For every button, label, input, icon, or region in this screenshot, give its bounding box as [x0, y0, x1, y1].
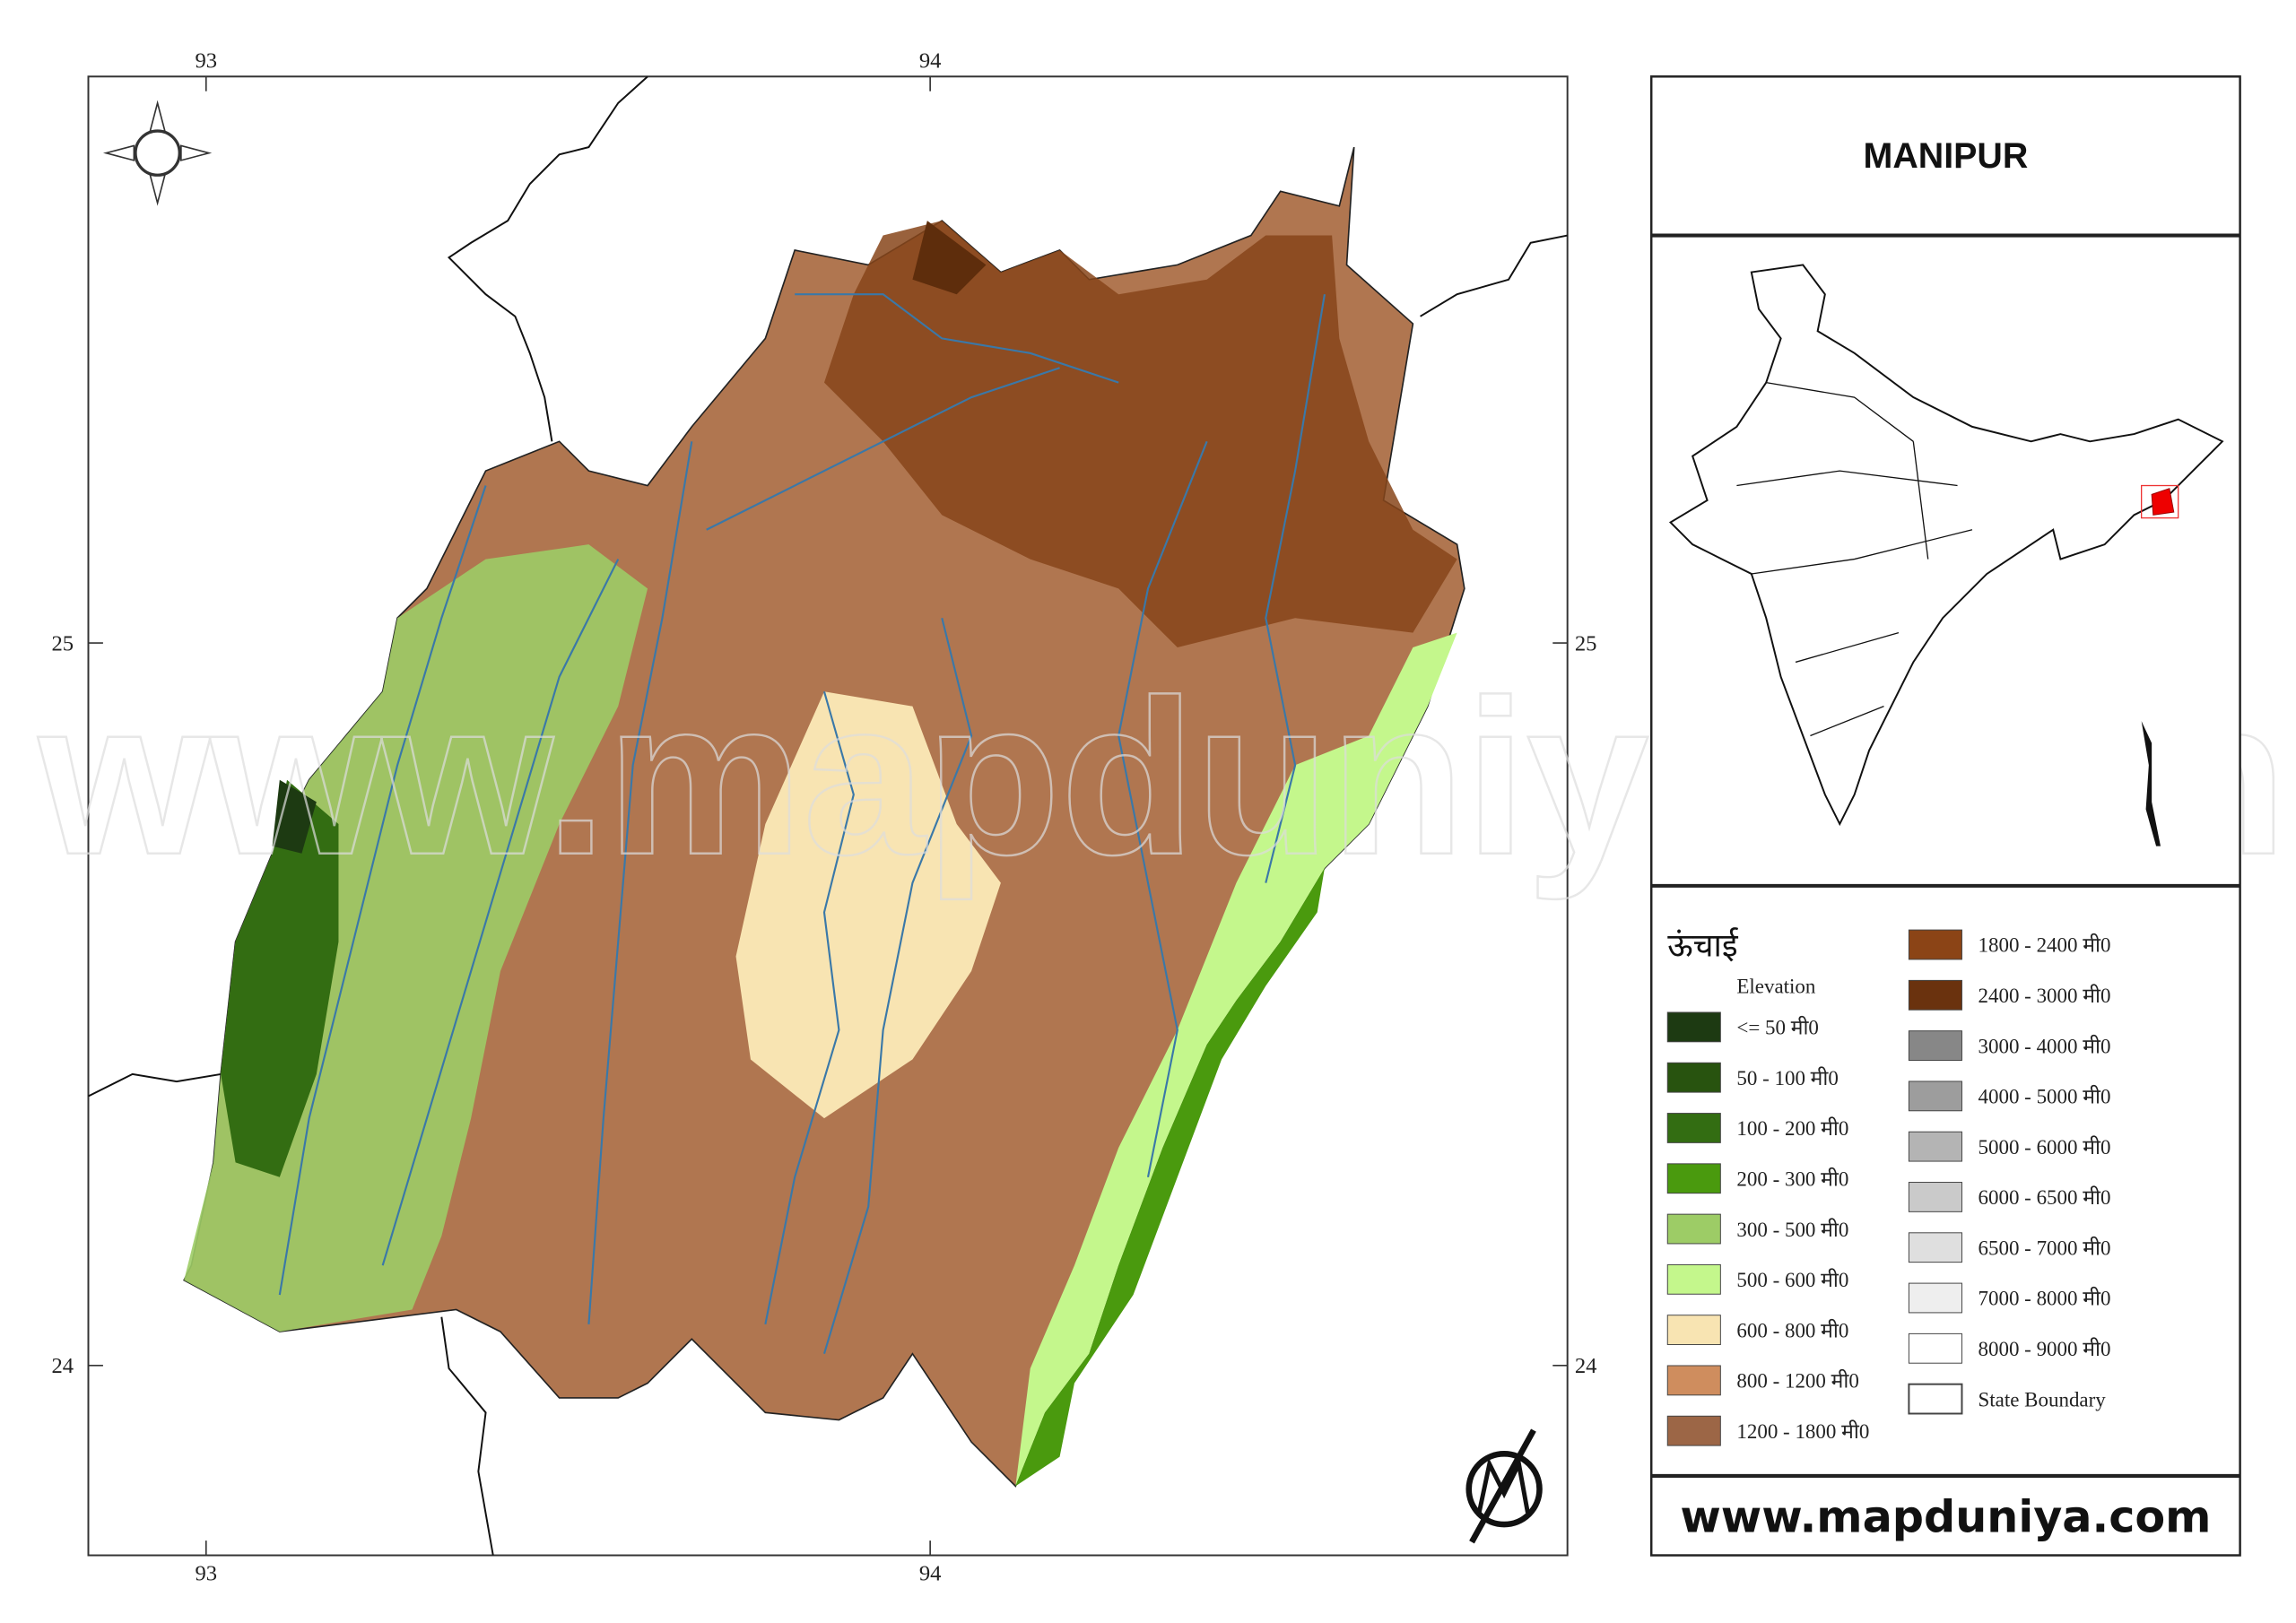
panel-dividers — [1651, 233, 2240, 1478]
lat-label: 24 — [51, 1354, 74, 1378]
legend-label: 1800 - 2400 मी0 — [1979, 933, 2111, 957]
legend-swatch — [1908, 929, 1962, 960]
legend-swatch — [1666, 1113, 1721, 1143]
legend-label: 1200 - 1800 मी0 — [1736, 1419, 1869, 1443]
legend-swatch — [1908, 1081, 1962, 1112]
website: www.mapduniya.com — [1680, 1490, 2211, 1542]
lon-label: 93 — [195, 48, 217, 73]
legend-swatch — [1908, 1182, 1962, 1212]
legend-label: 2400 - 3000 मी0 — [1979, 984, 2111, 1007]
lon-label: 93 — [195, 1561, 217, 1585]
legend-swatch — [1908, 1332, 1962, 1364]
legend-label: 3000 - 4000 मी0 — [1979, 1034, 2111, 1057]
legend-label: 100 - 200 मी0 — [1736, 1116, 1848, 1140]
legend-swatch — [1666, 1011, 1721, 1043]
legend-swatch — [1908, 1030, 1962, 1061]
legend-heading: ऊंचाई — [1667, 927, 1739, 964]
legend-swatch — [1666, 1315, 1721, 1346]
lat-label: 25 — [51, 631, 74, 655]
legend-label: 6500 - 7000 मी0 — [1979, 1236, 2111, 1259]
legend-label: 6000 - 6500 मी0 — [1979, 1185, 2111, 1209]
lat-label: 24 — [1575, 1354, 1597, 1378]
legend-swatch — [1908, 1232, 1962, 1263]
legend-label: 200 - 300 मी0 — [1736, 1167, 1848, 1190]
map-title: MANIPUR — [1864, 136, 2029, 176]
legend-swatch — [1908, 1282, 1962, 1314]
neighbour-boundaries — [88, 75, 1568, 1556]
north-arrow — [102, 100, 213, 206]
legend-label: 500 - 600 मी0 — [1736, 1268, 1848, 1291]
legend-swatch — [1666, 1163, 1721, 1194]
legend-label: State Boundary — [1979, 1388, 2107, 1410]
legend-label: 7000 - 8000 मी0 — [1979, 1287, 2111, 1310]
legend-swatch — [1908, 1383, 1963, 1415]
legend-swatch — [1666, 1263, 1721, 1295]
lon-label: 94 — [919, 1561, 942, 1585]
legend-label: 600 - 800 मी0 — [1736, 1318, 1848, 1341]
logo — [1465, 1428, 1543, 1544]
rivers — [278, 293, 1326, 1355]
legend-label: <= 50 मी0 — [1736, 1016, 1819, 1039]
graticule-ticks — [88, 76, 1568, 1556]
legend-swatch — [1666, 1062, 1721, 1093]
legend-swatch — [1908, 979, 1962, 1011]
graticule-labels: 93 94 93 94 25 25 24 24 — [51, 48, 1596, 1585]
legend-swatch — [1666, 1365, 1721, 1396]
legend-label: 8000 - 9000 मी0 — [1979, 1337, 2111, 1360]
legend-label: 4000 - 5000 मी0 — [1979, 1085, 2111, 1108]
legend-subheading: Elevation — [1736, 976, 1816, 998]
legend-label: 50 - 100 मी0 — [1736, 1066, 1838, 1089]
legend-label: 5000 - 6000 मी0 — [1979, 1135, 2111, 1159]
legend-swatch — [1908, 1131, 1962, 1162]
legend-label: 300 - 500 मी0 — [1736, 1218, 1848, 1241]
legend-swatch — [1666, 1213, 1721, 1245]
lat-label: 25 — [1575, 631, 1597, 655]
legend-swatch — [1666, 1415, 1721, 1446]
legend-label: 800 - 1200 मी0 — [1736, 1369, 1858, 1393]
india-inset — [1668, 264, 2224, 846]
lon-label: 94 — [919, 48, 942, 73]
state-relief — [183, 146, 1465, 1488]
legend: <= 50 मी0 50 - 100 मी0 100 - 200 मी0 200 - … — [1666, 929, 2111, 1446]
